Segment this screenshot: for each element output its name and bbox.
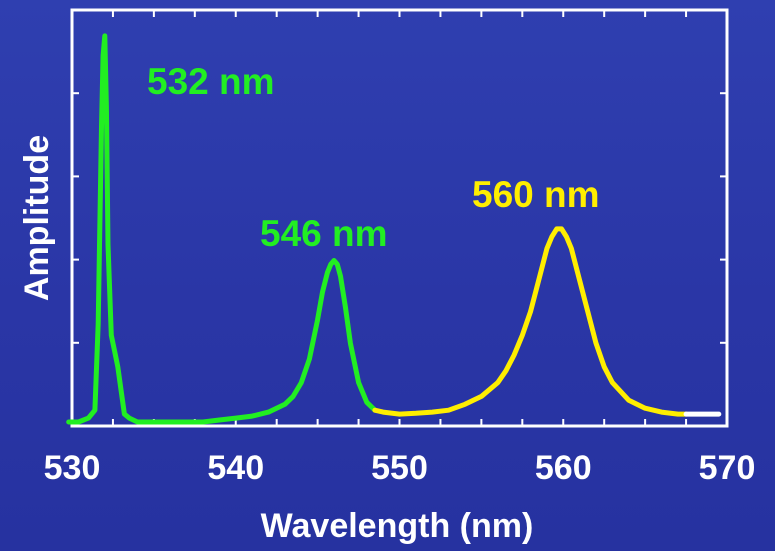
y-axis-title: Amplitude xyxy=(18,135,56,301)
x-tick-label: 540 xyxy=(207,449,264,487)
peak-label: 532 nm xyxy=(147,61,275,102)
series-layer xyxy=(66,33,722,425)
x-tick-label: 560 xyxy=(535,449,592,487)
series-line-1 xyxy=(66,33,378,425)
x-tick-label: 570 xyxy=(699,449,756,487)
x-tick-labels: 530 540 550 560 570 xyxy=(44,449,756,487)
peak-label: 546 nm xyxy=(260,213,388,254)
series-line-2 xyxy=(372,226,689,417)
axis-ticks xyxy=(71,10,728,426)
x-tick-label: 530 xyxy=(44,449,101,487)
x-axis-title: Wavelength (nm) xyxy=(261,507,534,545)
x-tick-label: 550 xyxy=(371,449,428,487)
peak-label: 560 nm xyxy=(472,174,600,215)
peak-annotations: 532 nm 546 nm 560 nm xyxy=(147,61,600,254)
